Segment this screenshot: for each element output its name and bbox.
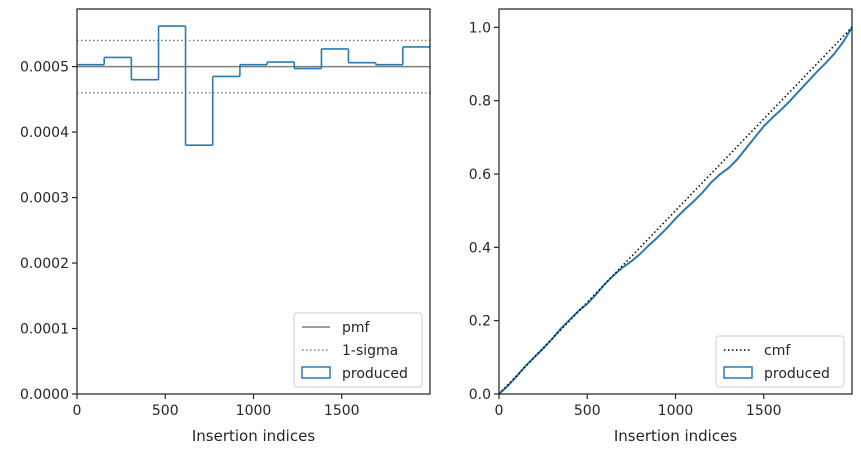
left-x-tick-label: 500 xyxy=(152,403,179,419)
right-x-tick-label: 0 xyxy=(495,403,504,419)
cmf-y-ticks: 0.0 0.2 0.4 0.6 0.8 1.0 xyxy=(469,20,499,403)
right-y-tick-label: 0.6 xyxy=(469,167,491,183)
right-x-tick-label: 500 xyxy=(574,403,601,419)
legend-cmf-label: cmf xyxy=(764,343,791,359)
left-y-tick-label: 0.0003 xyxy=(20,191,69,207)
legend-produced-label: produced xyxy=(764,366,830,382)
cmf-panel: 0 500 1000 1500 0.0 0.2 0.4 0.6 0.8 1.0 Insertio… xyxy=(469,8,853,445)
pmf-plot-area xyxy=(77,25,430,146)
cmf-legend-box xyxy=(715,335,845,388)
cmf-x-ticks: 0 500 1000 1500 xyxy=(495,394,782,419)
cmf-axes-frame xyxy=(498,8,853,395)
left-y-tick-label: 0.0005 xyxy=(20,60,69,76)
left-y-tick-label: 0.0000 xyxy=(20,387,69,403)
left-x-tick-label: 1500 xyxy=(324,403,360,419)
left-x-tick-label: 1000 xyxy=(236,403,272,419)
pmf-legend-box xyxy=(293,312,423,388)
pmf-x-ticks: 0 500 1000 1500 xyxy=(73,394,360,419)
cmf-plot-area xyxy=(498,26,853,395)
left-y-tick-label: 0.0001 xyxy=(20,322,69,338)
legend-produced-patch xyxy=(301,366,331,379)
cmf-legend: cmf produced xyxy=(715,335,845,388)
legend-produced-label: produced xyxy=(342,366,408,382)
legend-sigma-label: 1-sigma xyxy=(342,343,398,359)
pmf-histogram-panel: 0 500 1000 1500 0.00000.00010.00020.00030.0… xyxy=(20,8,431,445)
legend-pmf-label: pmf xyxy=(342,320,371,336)
right-y-tick-label: 0.8 xyxy=(469,94,491,110)
right-y-tick-label: 0.2 xyxy=(469,314,491,330)
cmf-line xyxy=(498,26,853,395)
right-x-tick-label: 1000 xyxy=(658,403,694,419)
left-y-tick-label: 0.0004 xyxy=(20,125,69,141)
left-y-tick-label: 0.0002 xyxy=(20,256,69,272)
cmf-x-axis-label: Insertion indices xyxy=(614,427,737,445)
right-x-tick-label: 1500 xyxy=(746,403,782,419)
pmf-y-ticks: 0.0000 0.0001 0.0002 0.0003 0.0004 0.0005 xyxy=(20,60,77,403)
pmf-axes-frame xyxy=(76,8,431,395)
right-y-tick-label: 1.0 xyxy=(469,20,491,36)
right-y-tick-label: 0.4 xyxy=(469,240,491,256)
legend-produced-patch xyxy=(723,366,753,379)
pmf-x-axis-label: Insertion indices xyxy=(192,427,315,445)
left-x-tick-label: 0 xyxy=(73,403,82,419)
right-y-tick-label: 0.0 xyxy=(469,387,491,403)
pmf-legend: pmf 1-sigma produced xyxy=(293,312,423,388)
